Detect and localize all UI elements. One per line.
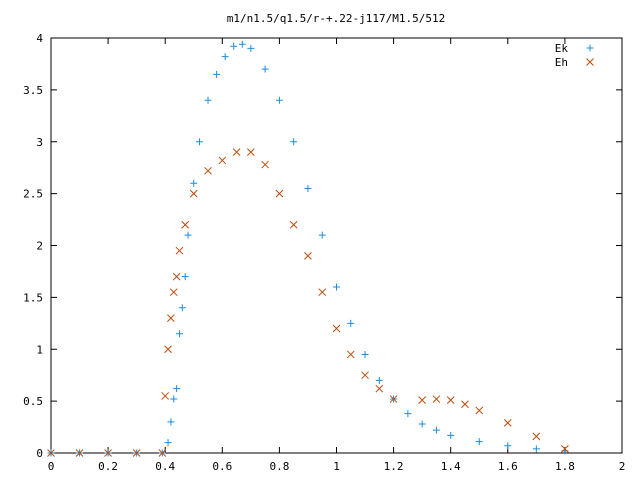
- data-point-ek: [404, 410, 412, 418]
- x-tick-label: 1: [333, 460, 340, 473]
- legend-marker-ek: [586, 44, 594, 52]
- data-point-ek: [221, 53, 229, 61]
- data-point-ek: [432, 426, 440, 434]
- x-tick-label: 0.2: [98, 460, 118, 473]
- data-point-ek: [178, 304, 186, 312]
- data-point-ek: [361, 350, 369, 358]
- data-point-eh: [275, 189, 284, 198]
- data-point-eh: [246, 148, 255, 156]
- x-tick-label: 0.6: [212, 460, 232, 473]
- data-point-eh: [375, 384, 384, 393]
- data-point-eh: [461, 400, 469, 409]
- data-point-ek: [170, 395, 178, 403]
- legend: Ek Eh: [555, 42, 594, 69]
- data-point-eh: [189, 189, 198, 198]
- data-point-ek: [304, 184, 312, 192]
- data-point-ek: [238, 40, 246, 48]
- y-tick-label: 3: [36, 136, 43, 149]
- x-tick-label: 1.8: [555, 460, 575, 473]
- data-point-ek: [347, 319, 355, 327]
- x-tick-label: 1.6: [498, 460, 518, 473]
- data-point-eh: [475, 406, 484, 415]
- data-point-eh: [318, 288, 327, 297]
- data-point-eh: [304, 252, 312, 260]
- data-point-eh: [75, 449, 84, 457]
- data-point-eh: [158, 449, 167, 457]
- data-point-eh: [232, 148, 241, 156]
- data-point-ek: [230, 42, 238, 50]
- data-point-ek: [418, 420, 426, 428]
- data-point-ek: [261, 65, 269, 73]
- series-ek: [47, 40, 569, 457]
- x-tick-label: 1.4: [441, 460, 461, 473]
- x-tick-label: 0.8: [269, 460, 289, 473]
- y-tick-label: 0: [36, 447, 43, 460]
- data-point-eh: [132, 449, 141, 457]
- x-tick-label: 1.2: [384, 460, 404, 473]
- data-point-eh: [164, 345, 172, 354]
- y-tick-label: 1: [36, 343, 43, 356]
- y-tick-label: 2: [36, 240, 43, 253]
- data-point-eh: [261, 160, 269, 169]
- x-tick-label: 0: [48, 460, 55, 473]
- data-point-ek: [275, 96, 283, 104]
- legend-label-ek: Ek: [555, 42, 569, 55]
- data-point-eh: [532, 432, 541, 441]
- data-point-eh: [181, 220, 190, 229]
- data-point-ek: [213, 70, 221, 78]
- y-tick-label: 3.5: [23, 84, 43, 97]
- data-point-ek: [290, 138, 298, 146]
- data-point-ek: [204, 96, 212, 104]
- data-point-ek: [333, 283, 340, 291]
- data-point-eh: [346, 350, 355, 359]
- y-tick-label: 2.5: [23, 188, 43, 201]
- data-point-ek: [173, 385, 181, 393]
- legend-marker-eh: [586, 58, 594, 66]
- data-point-eh: [47, 449, 55, 457]
- y-tick-label: 0.5: [23, 395, 43, 408]
- data-point-eh: [561, 444, 569, 453]
- data-point-eh: [167, 314, 175, 322]
- data-point-eh: [218, 156, 227, 165]
- plot-frame: [50, 37, 623, 454]
- y-tick-label: 4: [36, 32, 43, 45]
- data-point-eh: [104, 449, 112, 457]
- axes: 0 0.2 0.4 0.6 0.8 1 1.2 1.4 1.6 1.8 2 0 0.5 1 1.5 2 2.5 3…: [23, 32, 625, 473]
- data-point-ek: [175, 330, 183, 338]
- chart-title: m1/n1.5/q1.5/r-+.22-j117/M1.5/512: [227, 12, 446, 25]
- series-layer: [47, 40, 569, 457]
- data-point-ek: [181, 273, 189, 281]
- data-point-ek: [504, 442, 512, 450]
- data-point-eh: [161, 392, 170, 400]
- y-tick-label: 1.5: [23, 291, 43, 304]
- data-point-ek: [247, 44, 255, 52]
- data-point-eh: [418, 396, 427, 404]
- data-point-ek: [475, 438, 483, 446]
- data-point-eh: [361, 371, 369, 380]
- data-point-eh: [389, 395, 398, 403]
- data-point-ek: [164, 439, 172, 447]
- data-point-eh: [169, 288, 178, 297]
- x-tick-label: 0.4: [155, 460, 175, 473]
- data-point-ek: [318, 231, 326, 239]
- data-point-eh: [332, 324, 341, 333]
- series-eh: [47, 148, 569, 457]
- data-point-ek: [532, 445, 540, 453]
- data-point-eh: [175, 246, 184, 255]
- legend-label-eh: Eh: [555, 56, 568, 69]
- data-point-ek: [167, 418, 175, 426]
- data-point-ek: [195, 138, 203, 146]
- data-point-eh: [172, 272, 181, 281]
- data-point-ek: [184, 231, 192, 239]
- data-point-ek: [447, 431, 455, 439]
- data-point-eh: [432, 395, 441, 403]
- data-point-eh: [446, 396, 455, 404]
- x-tick-label: 2: [619, 460, 626, 473]
- data-point-eh: [289, 220, 298, 229]
- data-point-eh: [204, 166, 212, 175]
- data-point-ek: [190, 179, 198, 187]
- data-point-eh: [503, 419, 512, 427]
- data-point-ek: [375, 376, 383, 384]
